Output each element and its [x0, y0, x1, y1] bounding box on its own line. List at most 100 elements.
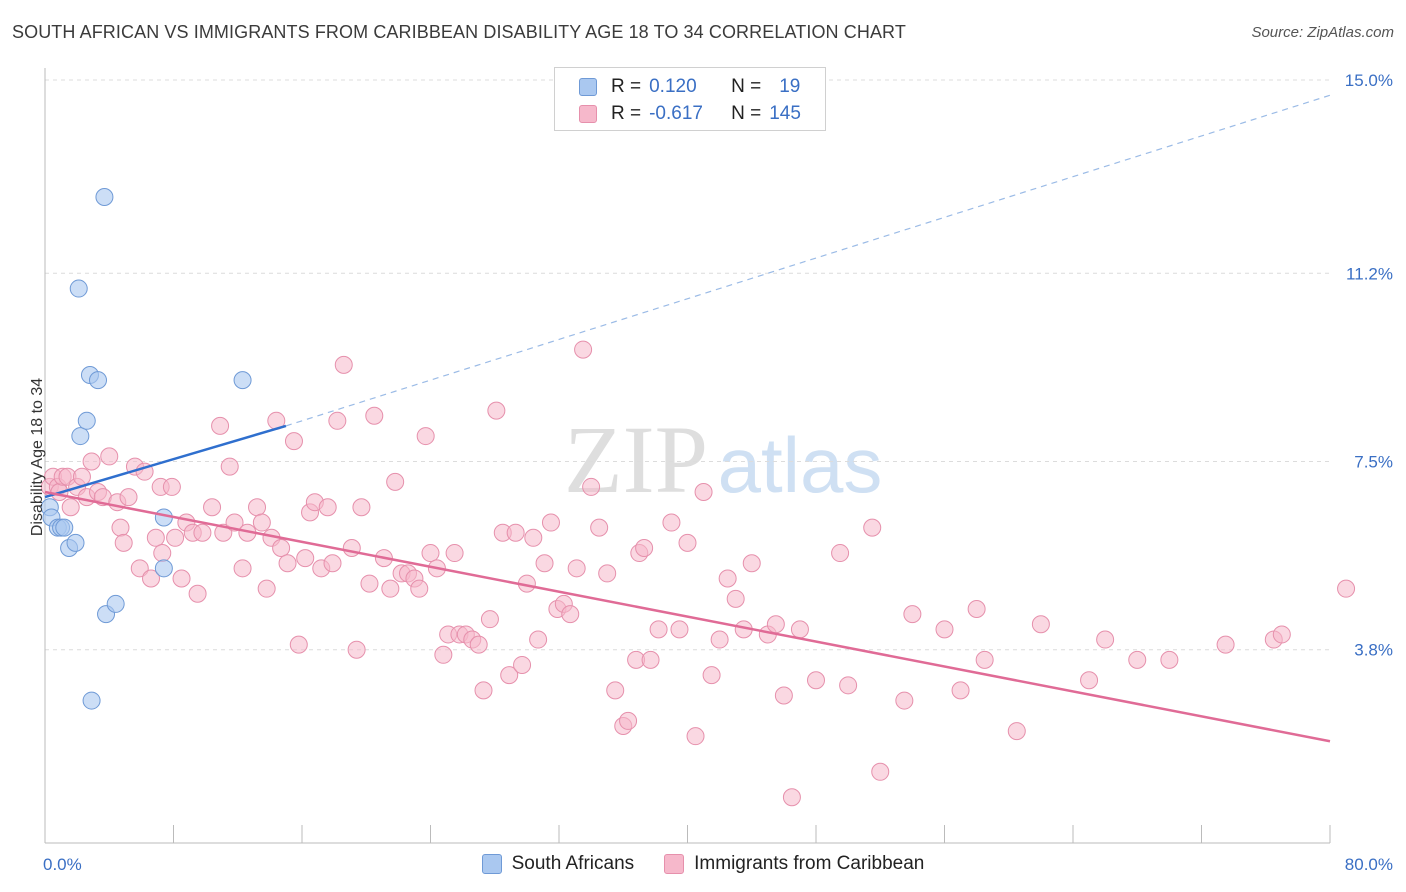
y-tick-label-1: 7.5%	[1354, 453, 1393, 472]
south-africans-point	[71, 427, 90, 446]
immigrants-point	[248, 498, 267, 517]
immigrants-point	[766, 615, 785, 634]
south-africans-point	[66, 533, 85, 552]
immigrants-point	[360, 574, 379, 593]
south-africans-point	[95, 187, 114, 206]
immigrants-point	[782, 788, 801, 807]
immigrants-point	[535, 554, 554, 573]
immigrants-point	[641, 650, 660, 669]
immigrants-point	[352, 498, 371, 517]
immigrants-point	[790, 620, 809, 639]
trend-lines	[44, 94, 1331, 743]
immigrants-point	[951, 681, 970, 700]
series-legend: South Africans Immigrants from Caribbean	[0, 852, 1406, 876]
immigrants-point	[574, 340, 593, 359]
immigrants-point	[670, 620, 689, 639]
immigrants-point	[967, 600, 986, 619]
immigrants-point	[839, 676, 858, 695]
legend-n-value: 145	[769, 103, 801, 124]
immigrants-point	[774, 686, 793, 705]
immigrants-point	[111, 518, 130, 537]
immigrants-point	[365, 406, 384, 425]
immigrants-point	[831, 544, 850, 563]
immigrants-point	[500, 666, 519, 685]
immigrants-point	[347, 640, 366, 659]
immigrants-point	[694, 483, 713, 502]
y-tick-label-3: 15.0%	[1345, 71, 1393, 90]
immigrants-point	[567, 559, 586, 578]
immigrants-point	[1128, 650, 1147, 669]
immigrants-point	[272, 538, 291, 557]
south-africans-point	[233, 371, 252, 390]
immigrants-point	[619, 711, 638, 730]
legend-row-immigrants: R = -0.617 N = 145	[579, 102, 801, 126]
axes	[44, 68, 1331, 844]
immigrants-point	[257, 579, 276, 598]
immigrants-point	[166, 528, 185, 547]
immigrants-point	[142, 569, 161, 588]
immigrants-point	[863, 518, 882, 537]
legend-swatch-pink	[579, 105, 597, 123]
immigrants-point	[590, 518, 609, 537]
immigrants-point	[541, 513, 560, 532]
immigrants-point	[524, 528, 543, 547]
immigrants-point	[334, 355, 353, 374]
south-africans-point	[69, 279, 88, 298]
legend-r-label: R =	[611, 76, 642, 97]
immigrants-point	[1216, 635, 1235, 654]
watermark-atlas: atlas	[718, 421, 883, 509]
immigrants-point	[193, 523, 212, 542]
immigrants-point	[211, 416, 230, 435]
immigrants-point	[710, 630, 729, 649]
immigrants-point	[61, 498, 80, 517]
immigrants-point	[445, 544, 464, 563]
legend-n-label: N =	[731, 103, 762, 124]
south-africans-point	[106, 594, 125, 613]
immigrants-point	[1007, 722, 1026, 741]
y-tick-label-2: 11.2%	[1346, 264, 1393, 283]
immigrants-point	[1272, 625, 1291, 644]
immigrants-point	[328, 411, 347, 430]
immigrants-point	[975, 650, 994, 669]
south-africans-point	[82, 691, 101, 710]
x-tick-label-1: 80.0%	[1345, 855, 1393, 874]
immigrants-point	[421, 544, 440, 563]
immigrants-point	[480, 610, 499, 629]
south-africans-point	[55, 518, 74, 537]
south-africans-point	[89, 371, 108, 390]
immigrants-point	[582, 477, 601, 496]
immigrants-point	[162, 477, 181, 496]
immigrants-point	[434, 645, 453, 664]
immigrants-point	[233, 559, 252, 578]
immigrants-point	[82, 452, 101, 471]
immigrants-point	[474, 681, 493, 700]
y-tick-label-0: 3.8%	[1354, 641, 1393, 660]
immigrants-point	[935, 620, 954, 639]
immigrants-point	[284, 432, 303, 451]
immigrants-point	[296, 549, 315, 568]
immigrants-point	[289, 635, 308, 654]
immigrants-point	[1337, 579, 1356, 598]
legend-item-south-africans: South Africans	[481, 853, 634, 875]
chart-title: SOUTH AFRICAN VS IMMIGRANTS FROM CARIBBE…	[12, 22, 906, 42]
immigrants-point	[649, 620, 668, 639]
immigrants-point	[598, 564, 617, 583]
immigrants-point	[119, 488, 138, 507]
immigrants-point	[1160, 650, 1179, 669]
immigrants-point	[469, 635, 488, 654]
immigrants-point	[529, 630, 548, 649]
legend-swatch-south-africans	[481, 854, 502, 874]
immigrants-points	[40, 340, 1356, 807]
immigrants-point	[386, 472, 405, 491]
south-africans-point	[154, 559, 173, 578]
immigrants-point	[513, 655, 532, 674]
legend-label-immigrants: Immigrants from Caribbean	[694, 853, 925, 874]
immigrants-point	[188, 584, 207, 603]
immigrants-point	[871, 762, 890, 781]
y-axis-label: Disability Age 18 to 34	[29, 377, 46, 537]
immigrants-point	[318, 498, 337, 517]
immigrants-point	[153, 544, 172, 563]
immigrants-point	[1080, 671, 1099, 690]
immigrants-point	[278, 554, 297, 573]
